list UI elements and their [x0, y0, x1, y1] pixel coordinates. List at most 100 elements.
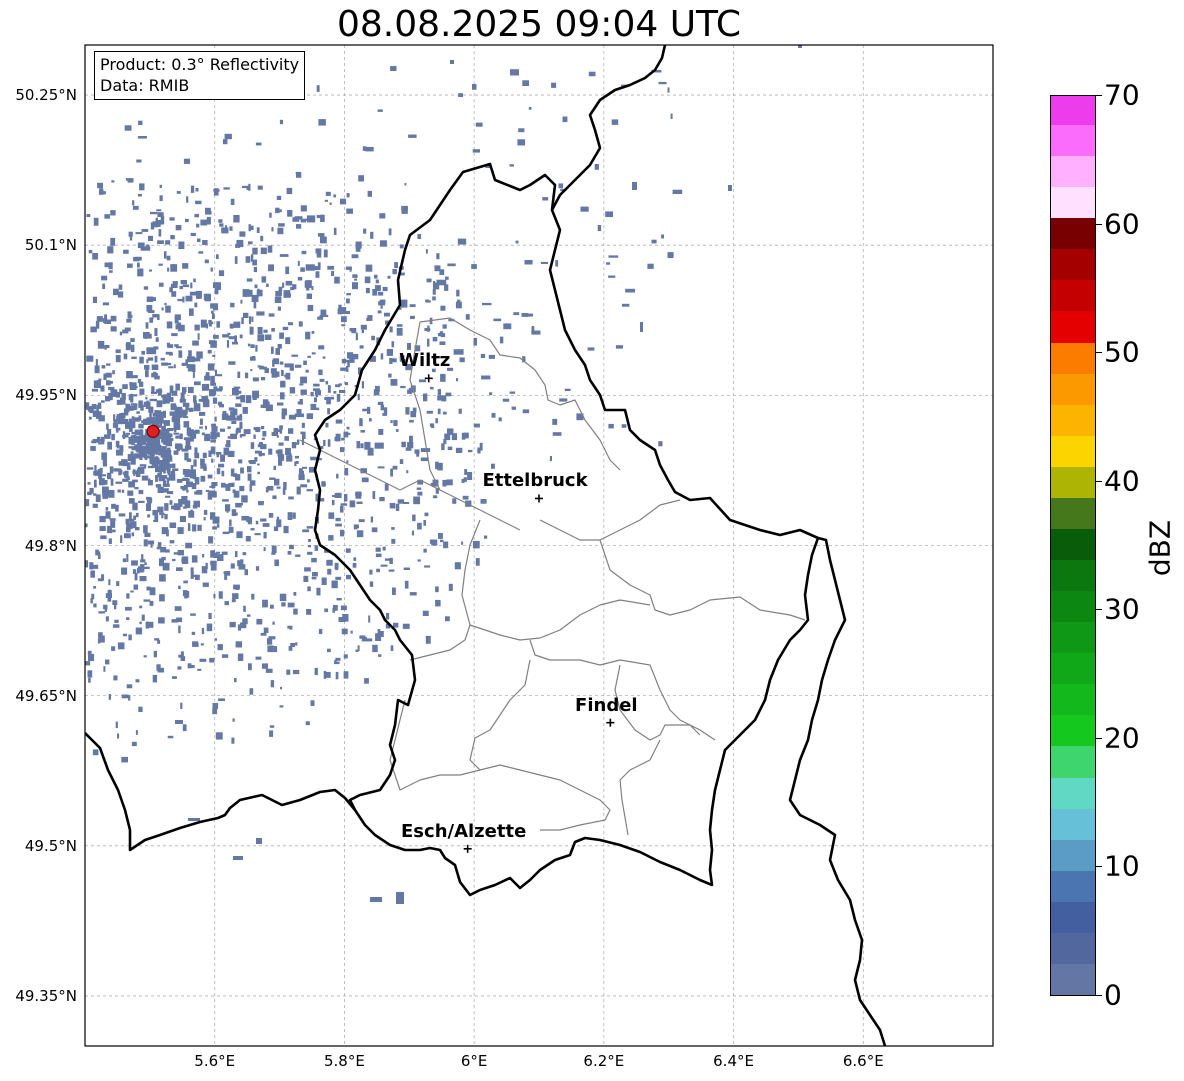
echo-pixel: [605, 211, 613, 218]
echo-pixel: [112, 600, 118, 605]
echo-pixel: [250, 528, 255, 531]
echo-pixel: [433, 282, 440, 290]
echo-pixel: [184, 445, 192, 450]
echo-pixel: [158, 475, 166, 482]
echo-pixel: [346, 193, 350, 198]
echo-pixel: [155, 337, 159, 342]
echo-pixel: [157, 542, 162, 549]
echo-pixel: [87, 406, 93, 411]
echo-pixel: [135, 232, 143, 235]
echo-pixel: [153, 371, 157, 374]
echo-pixel: [115, 349, 121, 354]
echo-pixel: [302, 529, 310, 533]
echo-pixel: [176, 617, 183, 623]
echo-pixel: [255, 344, 258, 352]
echo-pixel: [167, 428, 174, 432]
echo-pixel: [121, 419, 129, 424]
echo-pixel: [169, 397, 174, 402]
echo-pixel: [159, 184, 162, 189]
echo-pixel: [173, 432, 180, 435]
echo-pixel: [145, 396, 148, 400]
echo-pixel: [94, 365, 100, 374]
echo-pixel: [128, 405, 134, 411]
echo-pixel: [85, 499, 90, 507]
echo-pixel: [150, 448, 157, 454]
echo-pixel: [220, 454, 225, 462]
echo-pixel: [392, 465, 398, 470]
echo-pixel: [186, 196, 189, 203]
echo-pixel: [233, 321, 241, 328]
echo-pixel: [377, 401, 384, 405]
echo-pixel: [140, 559, 146, 563]
echo-pixel: [447, 446, 453, 451]
echo-pixel: [252, 259, 257, 266]
echo-pixel: [247, 241, 253, 245]
colorbar-tick: [1096, 480, 1102, 482]
echo-pixel: [300, 431, 303, 435]
echo-pixel: [191, 555, 198, 563]
echo-pixel: [124, 533, 131, 539]
echo-pixel: [580, 206, 589, 212]
echo-pixel: [269, 730, 274, 737]
city-markers: [424, 374, 615, 853]
echo-pixel: [292, 669, 300, 675]
echo-pixel: [287, 625, 292, 629]
echo-pixel: [232, 473, 237, 477]
echo-pixel: [271, 227, 274, 232]
echo-pixel: [366, 317, 370, 322]
echo-pixel: [429, 539, 437, 544]
echo-pixel: [173, 364, 176, 369]
echo-pixel: [101, 452, 107, 460]
echo-pixel: [438, 533, 443, 539]
echo-pixel: [183, 158, 190, 164]
echo-pixel: [237, 560, 244, 567]
echo-pixel: [128, 231, 133, 237]
borders: [85, 45, 887, 1046]
echo-pixel: [148, 478, 151, 483]
echo-pixel: [247, 473, 252, 481]
echo-pixel: [113, 468, 119, 472]
country-border-germany-north: [550, 45, 667, 211]
echo-pixel: [116, 414, 121, 419]
echo-pixel: [424, 328, 431, 332]
echo-pixel: [324, 549, 330, 553]
echo-pixel: [265, 404, 273, 412]
echo-pixel: [365, 147, 374, 152]
echo-pixel: [323, 249, 328, 258]
echo-pixel: [407, 442, 414, 449]
echo-pixel: [161, 362, 168, 366]
echo-pixel: [105, 507, 109, 511]
echo-pixel: [461, 478, 465, 483]
echo-pixel: [229, 621, 236, 628]
echo-pixel: [105, 593, 112, 598]
echo-pixel: [92, 564, 99, 569]
echo-pixel: [370, 355, 376, 362]
echo-pixel: [461, 541, 464, 545]
echo-pixel: [185, 295, 193, 302]
echo-pixel: [186, 458, 192, 462]
echo-pixel: [313, 383, 320, 387]
echo-pixel: [345, 366, 349, 372]
echo-pixel: [110, 326, 117, 332]
echo-pixel: [292, 512, 296, 519]
echo-pixel: [214, 390, 217, 396]
echo-pixel: [440, 305, 446, 311]
echo-pixel: [103, 604, 108, 610]
echo-pixel: [193, 403, 201, 412]
echo-pixel: [237, 371, 241, 378]
echo-pixel: [132, 435, 137, 443]
echo-pixel: [256, 838, 262, 844]
colorbar-segment: [1051, 683, 1095, 716]
echo-pixel: [279, 593, 287, 602]
echo-pixel: [240, 395, 245, 403]
colorbar-segment: [1051, 839, 1095, 871]
echo-pixel: [260, 444, 267, 450]
echo-pixel: [380, 405, 384, 411]
echo-pixel: [235, 502, 242, 508]
echo-pixel: [367, 315, 373, 321]
echo-pixel: [111, 503, 116, 509]
echo-pixel: [141, 475, 149, 481]
echo-pixel: [249, 326, 254, 335]
echo-pixel: [170, 235, 175, 240]
echo-pixel: [370, 516, 374, 523]
